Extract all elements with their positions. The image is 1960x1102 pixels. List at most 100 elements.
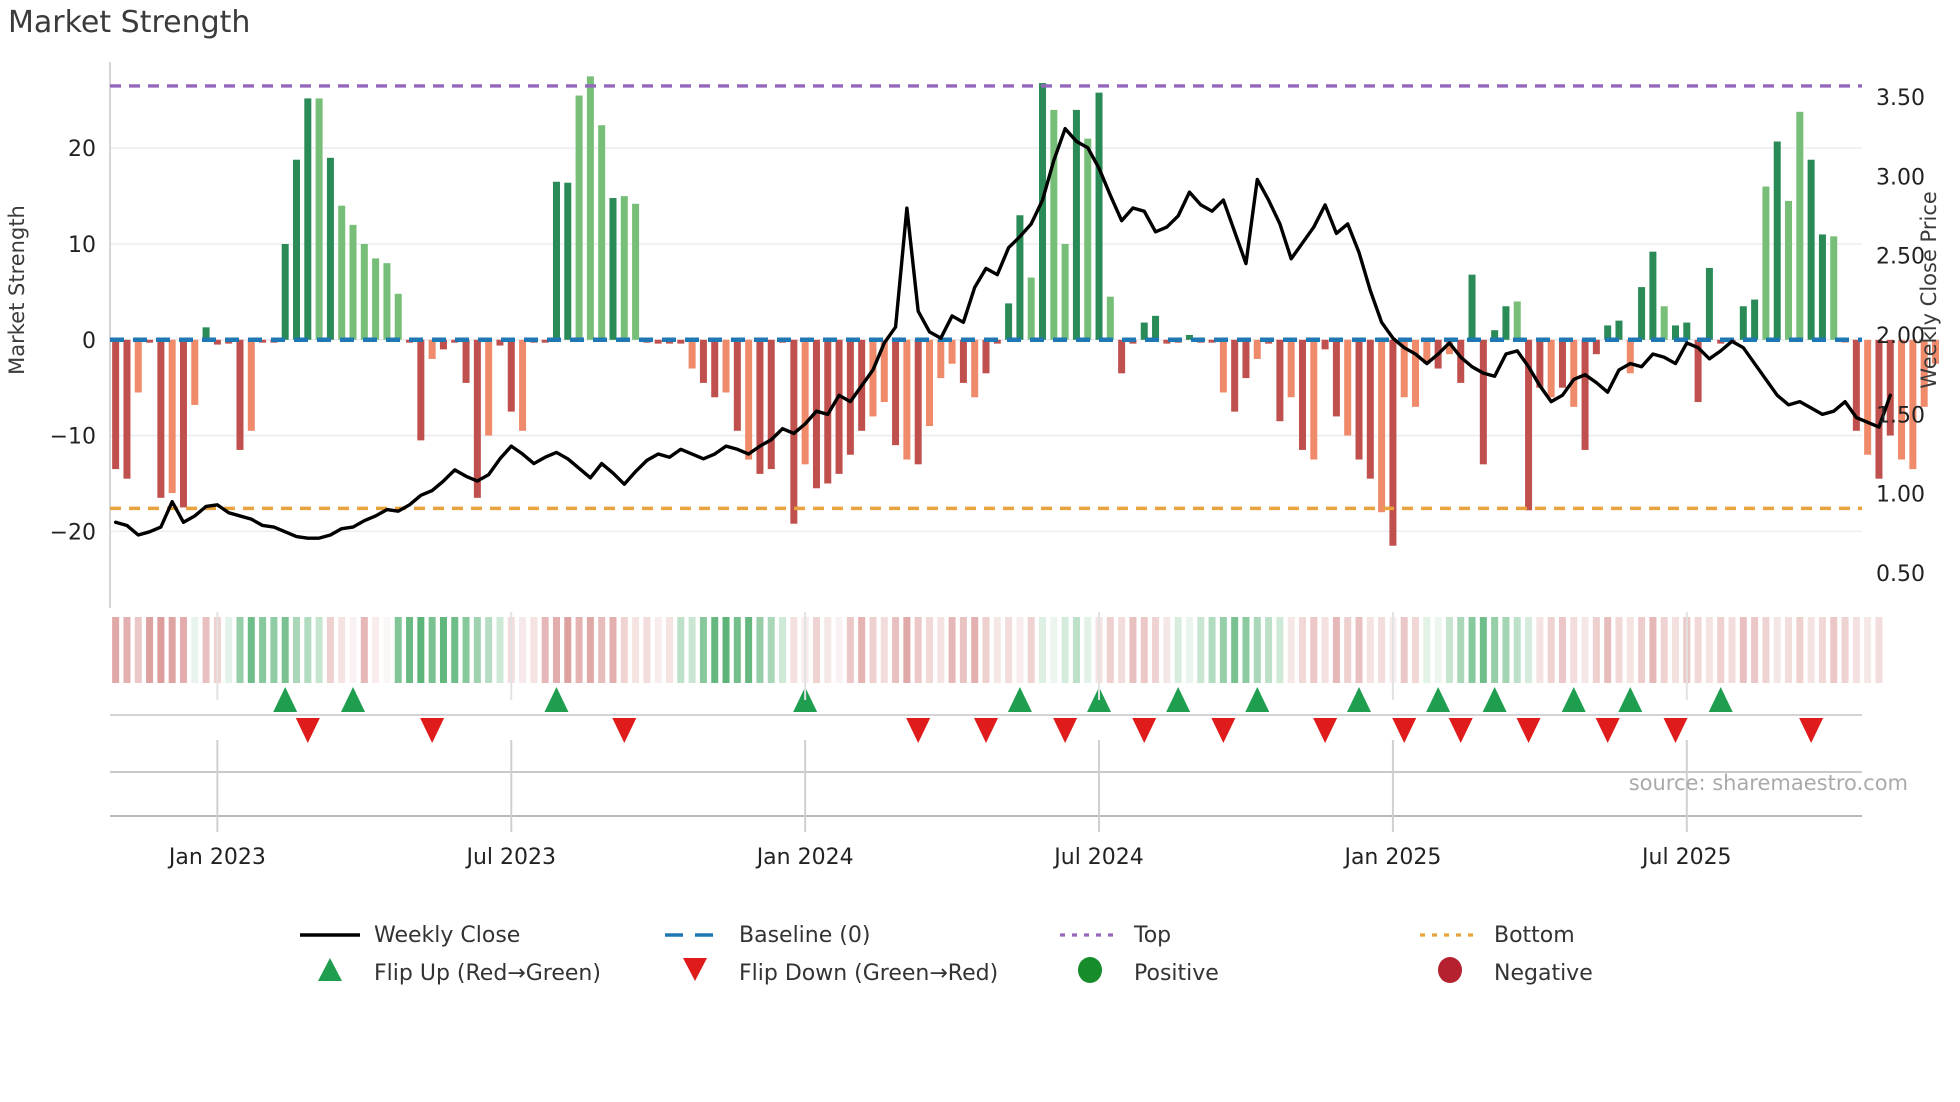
strength-bar	[1118, 339, 1126, 374]
strength-bar	[179, 339, 187, 508]
flip-up-marker	[1708, 687, 1733, 712]
heatmap-cell	[1626, 617, 1634, 683]
strength-bar	[360, 244, 368, 340]
strength-bar	[869, 339, 877, 417]
x-tick-label: Jul 2025	[1640, 845, 1732, 870]
heatmap-cell	[1310, 617, 1318, 683]
right-tick-label: 2.50	[1876, 245, 1925, 270]
heatmap-cell	[880, 617, 888, 683]
strength-heatmap-strip	[112, 617, 1883, 683]
heatmap-cell	[360, 617, 368, 683]
heatmap-cell	[1751, 617, 1759, 683]
heatmap-cell	[1276, 617, 1284, 683]
strength-bar	[1445, 339, 1453, 355]
heatmap-cell	[937, 617, 945, 683]
strength-bar	[134, 339, 142, 393]
heatmap-cell	[1321, 617, 1329, 683]
strength-bar	[236, 339, 244, 450]
heatmap-cell	[1219, 617, 1227, 683]
strength-bar	[1276, 339, 1284, 422]
legend-item[interactable]: Positive	[1078, 957, 1219, 986]
heatmap-cell	[1027, 617, 1035, 683]
heatmap-cell	[225, 617, 233, 683]
strength-bar	[1773, 141, 1781, 340]
strength-bar	[1005, 303, 1013, 340]
strength-bar	[146, 339, 154, 343]
strength-bar	[1547, 339, 1555, 398]
strength-bar	[439, 339, 447, 350]
left-tick-label: 20	[68, 137, 96, 162]
heatmap-cell	[496, 617, 504, 683]
strength-bar	[1920, 339, 1928, 407]
heatmap-cell	[315, 617, 323, 683]
heatmap-cell	[1039, 617, 1047, 683]
heatmap-cell	[1830, 617, 1838, 683]
heatmap-cell	[1491, 617, 1499, 683]
heatmap-cell	[1084, 617, 1092, 683]
strength-bar	[1570, 339, 1578, 407]
heatmap-cell	[1061, 617, 1069, 683]
strength-bar	[1106, 296, 1114, 340]
heatmap-cell	[1638, 617, 1646, 683]
left-tick-label: 10	[68, 233, 96, 258]
heatmap-cell	[959, 617, 967, 683]
strength-bar	[1400, 339, 1408, 398]
legend-item-label: Bottom	[1494, 923, 1575, 948]
strength-bar	[213, 339, 221, 345]
flip-markers-row	[110, 687, 1862, 743]
strength-bar	[914, 339, 922, 465]
strength-bar	[632, 203, 640, 340]
x-axis: Jan 2023 Jul 2023 Jan 2024 Jul 2024 Jan 2025…	[110, 612, 1862, 870]
heatmap-cell	[1253, 617, 1261, 683]
strength-bar	[1027, 277, 1035, 340]
heatmap-cell	[349, 617, 357, 683]
legend-item[interactable]: Weekly Close	[300, 923, 520, 948]
strength-bar	[519, 339, 527, 431]
strength-bar	[1592, 339, 1600, 355]
legend-item[interactable]: Top	[1060, 923, 1171, 948]
strength-bar	[598, 125, 606, 340]
flip-down-marker	[1392, 718, 1417, 743]
left-axis-ticks: 20 10 0 −10 −20	[50, 137, 96, 545]
legend-item[interactable]: Bottom	[1420, 923, 1575, 948]
heatmap-cell	[688, 617, 696, 683]
strength-bar	[1762, 186, 1770, 340]
strength-bar	[315, 98, 323, 340]
heatmap-cell	[666, 617, 674, 683]
strength-bar	[349, 224, 357, 340]
legend-item[interactable]: Flip Down (Green→Red)	[683, 958, 998, 986]
flip-down-marker	[1799, 718, 1824, 743]
strength-bar	[620, 196, 628, 340]
strength-bar	[767, 339, 775, 470]
strength-bar	[304, 98, 312, 340]
heatmap-cell	[1106, 617, 1114, 683]
heatmap-cell	[530, 617, 538, 683]
heatmap-cell	[1660, 617, 1668, 683]
strength-bar	[112, 339, 120, 470]
strength-bar	[1152, 315, 1160, 340]
heatmap-cell	[733, 617, 741, 683]
legend-item[interactable]: Flip Up (Red→Green)	[318, 958, 601, 986]
legend-triangle-down-icon	[683, 958, 707, 981]
strength-bar	[1807, 159, 1815, 340]
strength-bar	[1321, 339, 1329, 350]
strength-bar	[168, 339, 176, 494]
legend-item-label: Flip Down (Green→Red)	[739, 961, 998, 986]
heatmap-cell	[338, 617, 346, 683]
legend-item[interactable]: Negative	[1438, 957, 1593, 986]
flip-up-marker	[1618, 687, 1643, 712]
heatmap-cell	[903, 617, 911, 683]
heatmap-cell	[869, 617, 877, 683]
legend-item[interactable]: Baseline (0)	[665, 923, 870, 948]
strength-bar	[948, 339, 956, 364]
heatmap-cell	[1852, 617, 1860, 683]
left-tick-label: −10	[50, 425, 96, 450]
strength-bar	[417, 339, 425, 441]
flip-down-marker	[1132, 718, 1157, 743]
strength-bar	[157, 339, 165, 498]
legend-circle-icon	[1438, 957, 1462, 983]
strength-bar	[552, 181, 560, 340]
flip-up-marker	[273, 687, 298, 712]
heatmap-cell	[1581, 617, 1589, 683]
heatmap-cell	[699, 617, 707, 683]
